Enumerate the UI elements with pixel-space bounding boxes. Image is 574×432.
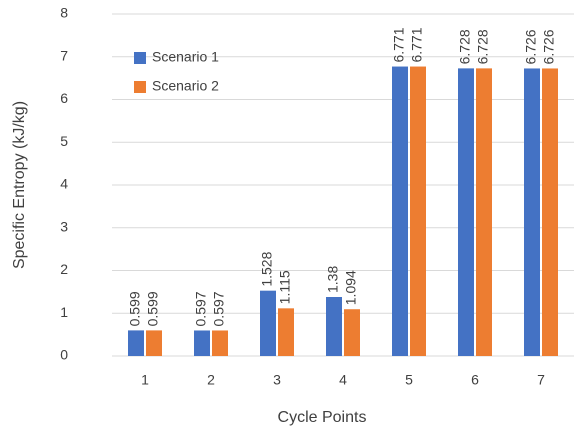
x-tick-label: 3: [273, 372, 281, 388]
legend-swatch: [134, 81, 146, 93]
x-tick-label: 1: [141, 372, 149, 388]
bar: [476, 68, 492, 357]
bar: [344, 309, 360, 356]
value-label: 1.094: [343, 270, 359, 305]
x-tick-label: 4: [339, 372, 347, 388]
value-label: 1.38: [325, 266, 341, 293]
value-label: 1.115: [277, 270, 293, 304]
y-tick-label: 7: [60, 47, 68, 63]
bar: [410, 66, 426, 357]
bar: [212, 330, 228, 356]
value-label: 6.771: [391, 27, 407, 62]
bar: [458, 68, 474, 357]
legend-label: Scenario 1: [152, 49, 219, 65]
legend-swatch: [134, 52, 146, 64]
bar: [260, 290, 276, 356]
bar: [128, 330, 144, 356]
bar: [146, 330, 162, 356]
y-tick-label: 1: [60, 304, 68, 320]
legend-label: Scenario 2: [152, 78, 219, 94]
y-tick-label: 2: [60, 261, 68, 277]
value-label: 6.726: [541, 29, 557, 64]
value-label: 6.726: [523, 29, 539, 64]
x-tick-label: 5: [405, 372, 413, 388]
bar: [278, 308, 294, 356]
bar: [524, 68, 540, 356]
value-label: 6.728: [475, 29, 491, 64]
bar: [392, 66, 408, 357]
y-axis-title: Specific Entropy (kJ/kg): [11, 101, 28, 269]
value-label: 0.597: [193, 291, 209, 326]
bar: [326, 297, 342, 356]
y-tick-label: 8: [60, 5, 68, 21]
value-label: 6.728: [457, 29, 473, 64]
value-label: 6.771: [409, 27, 425, 62]
value-label: 0.599: [145, 291, 161, 326]
value-label: 0.599: [127, 291, 143, 326]
x-axis-title: Cycle Points: [278, 409, 367, 426]
y-tick-label: 0: [60, 347, 68, 363]
bar: [194, 330, 210, 356]
y-tick-label: 3: [60, 218, 68, 234]
x-tick-label: 6: [471, 372, 479, 388]
bar: [542, 68, 558, 356]
value-label: 0.597: [211, 291, 227, 326]
x-tick-label: 7: [537, 372, 545, 388]
value-label: 1.528: [259, 251, 275, 286]
x-tick-label: 2: [207, 372, 215, 388]
y-tick-label: 4: [60, 176, 68, 192]
y-tick-label: 5: [60, 133, 68, 149]
y-tick-label: 6: [60, 90, 68, 106]
